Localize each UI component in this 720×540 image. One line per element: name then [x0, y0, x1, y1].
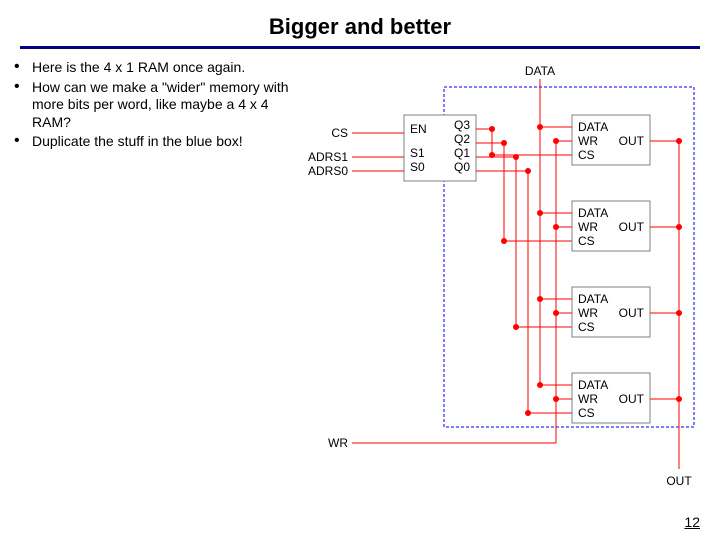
svg-text:DATA: DATA	[578, 378, 608, 392]
svg-text:Q2: Q2	[454, 132, 470, 146]
bullet-item: • How can we make a "wider" memory with …	[14, 79, 304, 132]
svg-text:WR: WR	[328, 436, 348, 450]
svg-text:OUT: OUT	[619, 392, 645, 406]
svg-text:CS: CS	[578, 234, 595, 248]
svg-text:CS: CS	[578, 320, 595, 334]
svg-text:DATA: DATA	[578, 120, 608, 134]
svg-text:WR: WR	[578, 220, 598, 234]
svg-text:OUT: OUT	[619, 306, 645, 320]
svg-text:WR: WR	[578, 306, 598, 320]
svg-text:OUT: OUT	[666, 474, 692, 488]
svg-text:DATA: DATA	[578, 292, 608, 306]
svg-text:DATA: DATA	[578, 206, 608, 220]
bullet-text: Duplicate the stuff in the blue box!	[32, 133, 304, 151]
svg-text:Q1: Q1	[454, 146, 470, 160]
svg-text:Q3: Q3	[454, 118, 470, 132]
svg-text:EN: EN	[410, 122, 427, 136]
bullet-text: How can we make a "wider" memory with mo…	[32, 79, 304, 132]
svg-text:CS: CS	[331, 126, 348, 140]
svg-text:OUT: OUT	[619, 134, 645, 148]
bullet-dot-icon: •	[14, 59, 32, 77]
ram-diagram: ENS1S0Q3Q2Q1Q0CSADRS1ADRS0DATAWROUTDATAW…	[304, 59, 704, 489]
svg-text:OUT: OUT	[619, 220, 645, 234]
slide-title: Bigger and better	[0, 0, 720, 46]
svg-text:CS: CS	[578, 148, 595, 162]
svg-text:S0: S0	[410, 160, 425, 174]
svg-text:ADRS1: ADRS1	[308, 150, 348, 164]
svg-text:DATA: DATA	[525, 64, 555, 78]
svg-text:WR: WR	[578, 134, 598, 148]
bullet-dot-icon: •	[14, 79, 32, 132]
title-rule	[20, 46, 700, 49]
svg-text:ADRS0: ADRS0	[308, 164, 348, 178]
bullet-item: • Here is the 4 x 1 RAM once again.	[14, 59, 304, 77]
page-number: 12	[684, 514, 700, 530]
svg-text:WR: WR	[578, 392, 598, 406]
svg-text:CS: CS	[578, 406, 595, 420]
svg-text:Q0: Q0	[454, 160, 470, 174]
bullet-item: • Duplicate the stuff in the blue box!	[14, 133, 304, 151]
bullet-list: • Here is the 4 x 1 RAM once again. • Ho…	[14, 59, 304, 489]
bullet-dot-icon: •	[14, 133, 32, 151]
svg-text:S1: S1	[410, 146, 425, 160]
content-area: • Here is the 4 x 1 RAM once again. • Ho…	[0, 59, 720, 489]
bullet-text: Here is the 4 x 1 RAM once again.	[32, 59, 304, 77]
